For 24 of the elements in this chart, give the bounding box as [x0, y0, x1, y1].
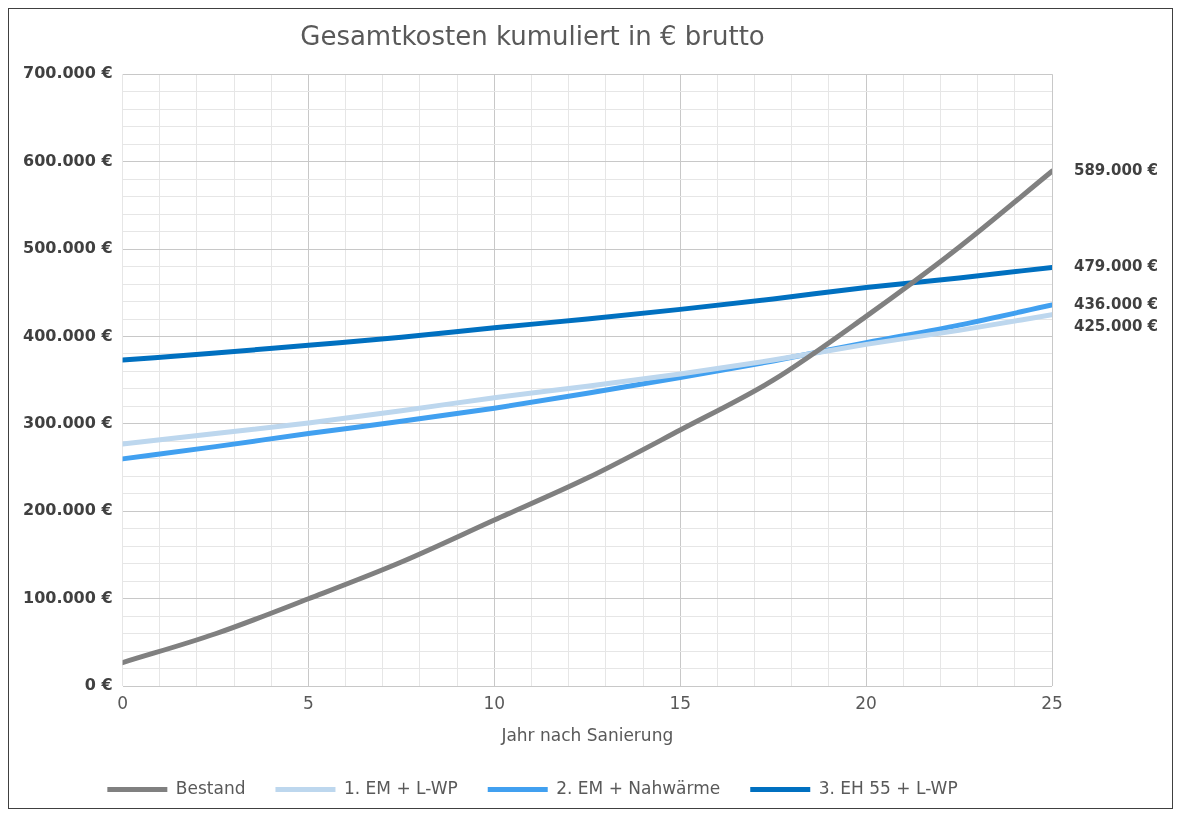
legend-label: 3. EH 55 + L-WP	[818, 777, 958, 798]
y-tick-label: 0 €	[84, 675, 113, 695]
x-tick-label: 25	[1041, 692, 1063, 713]
y-tick-label: 700.000 €	[23, 63, 113, 83]
x-tick-label: 5	[303, 692, 314, 713]
y-tick-label: 300.000 €	[23, 413, 113, 433]
data-label: 479.000 €	[1074, 257, 1158, 276]
y-tick-label: 500.000 €	[23, 238, 113, 258]
chart-title: Gesamtkosten kumuliert in € brutto	[300, 21, 765, 52]
x-tick-label: 15	[669, 692, 692, 713]
x-axis-title: Jahr nach Sanierung	[500, 725, 674, 746]
legend-label: 2. EM + Nahwärme	[556, 777, 721, 798]
y-tick-label: 100.000 €	[23, 587, 113, 607]
x-tick-label: 20	[855, 692, 877, 713]
data-label: 436.000 €	[1074, 294, 1158, 313]
data-label: 425.000 €	[1074, 316, 1158, 335]
x-tick-label: 10	[483, 692, 506, 713]
y-tick-label: 600.000 €	[23, 150, 113, 170]
y-tick-label: 200.000 €	[23, 500, 113, 520]
x-tick-label: 0	[117, 692, 128, 713]
y-tick-label: 400.000 €	[23, 325, 113, 345]
legend-label: 1. EM + L-WP	[343, 777, 458, 798]
legend-label: Bestand	[175, 777, 246, 798]
data-label: 589.000 €	[1074, 161, 1158, 180]
